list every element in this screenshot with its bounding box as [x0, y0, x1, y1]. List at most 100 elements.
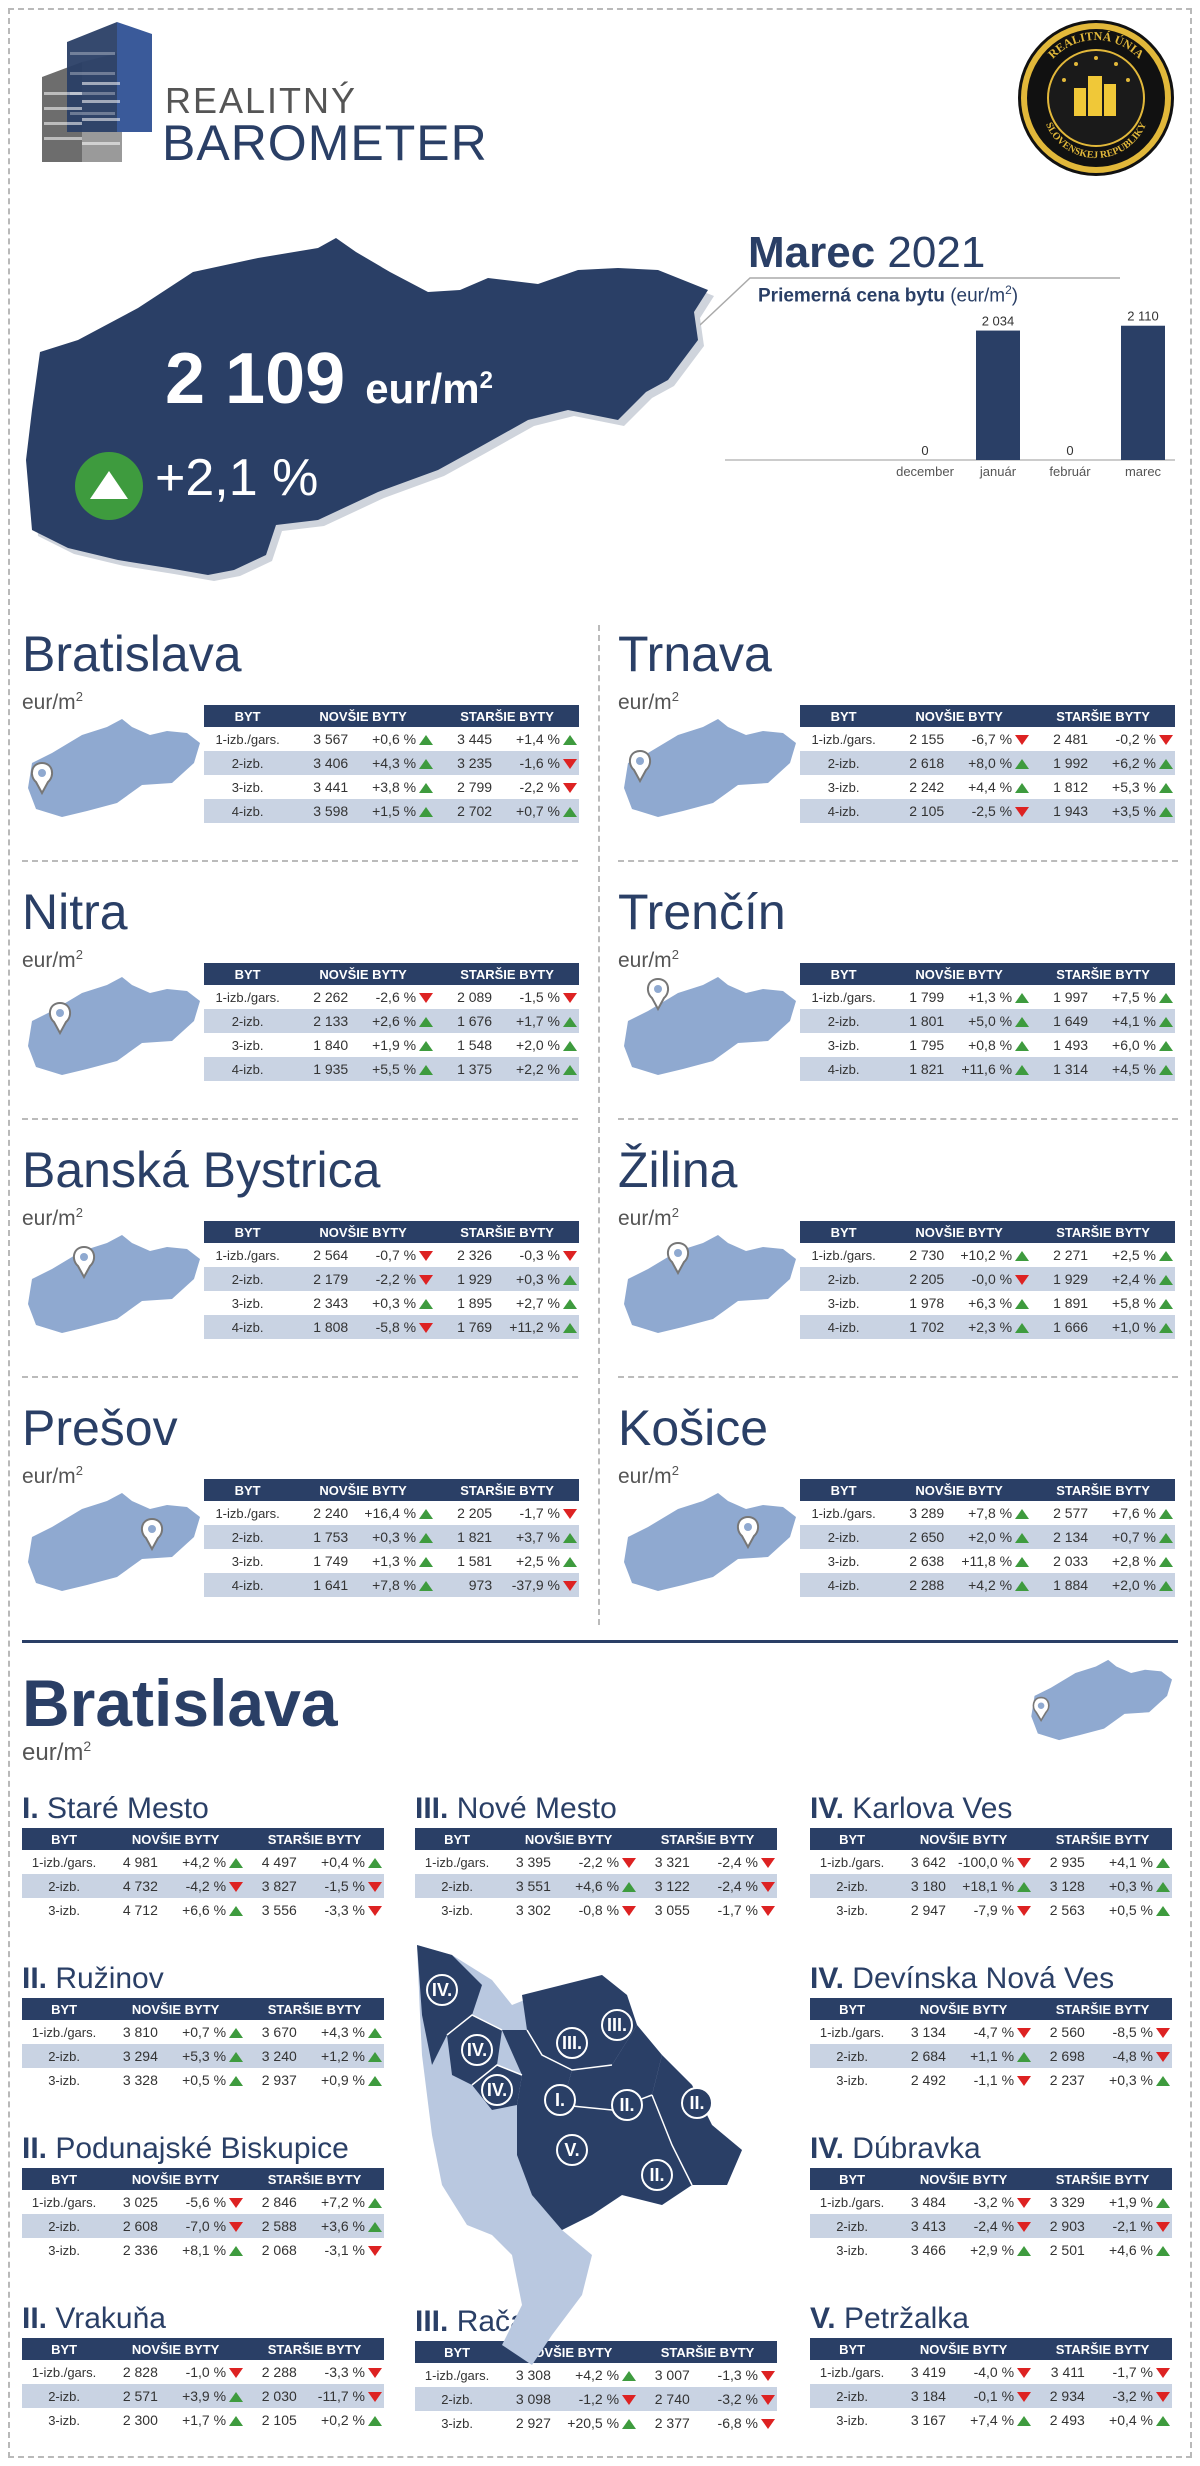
table-row: 3-izb. 1 978 +6,3 % 1 891 +5,8 %	[800, 1291, 1175, 1315]
table-row: 3-izb. 1 749 +1,3 % 1 581 +2,5 %	[204, 1549, 579, 1573]
change-cell: +11,2 %	[496, 1315, 579, 1339]
logo-buildings-icon	[42, 22, 152, 162]
table-cell: 3-izb.	[48, 1902, 80, 1918]
change-cell: +4,6 %	[553, 1874, 639, 1898]
arrow-up-icon	[419, 1065, 434, 1076]
location-pin-icon	[666, 1241, 690, 1276]
table-row: 1-izb./gars. 1 799 +1,3 % 1 997 +7,5 %	[800, 985, 1175, 1009]
table-cell: 1 929	[1031, 1267, 1093, 1291]
table-row: 3-izb. 2 638 +11,8 % 2 033 +2,8 %	[800, 1549, 1175, 1573]
table-cell: 3 395	[515, 1854, 551, 1870]
arrow-down-icon	[419, 993, 434, 1004]
change-cell: -1,0 %	[161, 2360, 245, 2384]
change-cell: +1,3 %	[352, 1549, 435, 1573]
column-header: STARŠIE BYTY	[245, 2168, 384, 2190]
arrow-down-icon	[1017, 2076, 1032, 2087]
table-cell: 1 992	[1031, 751, 1093, 775]
arrow-up-icon	[1159, 1557, 1173, 1568]
arrow-up-icon	[419, 735, 434, 746]
table-cell: 2 271	[1053, 1247, 1089, 1263]
change-cell: +1,4 %	[496, 727, 579, 751]
change-cell: +8,1 %	[161, 2238, 245, 2262]
national-price: 2 109 eur/m2	[165, 339, 493, 419]
divider	[22, 860, 578, 862]
change-cell: -1,1 %	[949, 2068, 1033, 2092]
table-cell: 2 155	[909, 731, 945, 747]
column-header: STARŠIE BYTY	[1031, 1221, 1175, 1243]
table-cell: 1 929	[435, 1267, 497, 1291]
table-cell: 3-izb.	[441, 2415, 473, 2431]
column-header: NOVŠIE BYTY	[106, 1828, 246, 1850]
arrow-up-icon	[419, 759, 434, 770]
arrow-up-icon	[419, 1533, 434, 1544]
change-cell: +5,3 %	[1092, 775, 1175, 799]
column-header: STARŠIE BYTY	[1033, 1998, 1172, 2020]
table-cell: 2 336	[122, 2242, 158, 2258]
column-header: NOVŠIE BYTY	[106, 2338, 246, 2360]
change-cell: +7,8 %	[948, 1501, 1031, 1525]
district-block: IV. Karlova Ves BYT NOVŠIE BYTY STARŠIE BYT…	[810, 1790, 1172, 1922]
arrow-down-icon	[1156, 2368, 1170, 2379]
region-unit: eur/m2	[22, 1205, 83, 1230]
table-cell: 2-izb.	[810, 2384, 895, 2408]
district-block: II. Ružinov BYT NOVŠIE BYTY STARŠIE BYTY 1-i…	[22, 1960, 384, 2092]
arrow-down-icon	[1017, 2368, 1032, 2379]
price-table: BYT NOVŠIE BYTY STARŠIE BYTY 1-izb./gars. 2 …	[800, 705, 1175, 823]
change-cell: -2,4 %	[693, 1850, 777, 1874]
change-cell: -1,2 %	[553, 2387, 639, 2411]
district-name: IV. Karlova Ves	[810, 1792, 1013, 1825]
change-cell: -4,2 %	[160, 1874, 246, 1898]
table-cell: 4-izb.	[800, 1573, 888, 1597]
price-table: BYT NOVŠIE BYTY STARŠIE BYTY 1-izb./gars. 3 …	[810, 1998, 1172, 2092]
table-cell: 2 300	[122, 2412, 158, 2428]
arrow-up-icon	[368, 1858, 382, 1869]
divider	[618, 860, 1178, 862]
arrow-down-icon	[1156, 2222, 1170, 2233]
table-cell: 2 033	[1053, 1553, 1089, 1569]
arrow-up-icon	[368, 2416, 382, 2427]
table-cell: 2 730	[909, 1247, 945, 1263]
table-cell: 2 493	[1049, 2412, 1085, 2428]
column-header: BYT	[800, 963, 888, 985]
table-cell: 1-izb./gars.	[31, 2024, 97, 2040]
arrow-down-icon	[563, 1509, 577, 1520]
table-cell: 1 884	[1031, 1573, 1093, 1597]
change-cell: +3,7 %	[496, 1525, 579, 1549]
region-name: Trenčín	[618, 884, 786, 940]
price-table: BYT NOVŠIE BYTY STARŠIE BYTY 1-izb./gars. 2 …	[204, 1479, 579, 1597]
table-cell: 2 240	[313, 1505, 349, 1521]
table-row: 1-izb./gars. 3 484 -3,2 % 3 329 +1,9 %	[810, 2190, 1172, 2214]
month-title: Marec 2021	[748, 228, 986, 277]
bratislava-unit: eur/m2	[22, 1738, 92, 1766]
arrow-up-icon	[419, 783, 434, 794]
table-row: 2-izb. 3 294 +5,3 % 3 240 +1,2 %	[22, 2044, 384, 2068]
table-cell: 2-izb.	[22, 2384, 107, 2408]
arrow-up-icon	[563, 1041, 577, 1052]
arrow-up-icon	[1017, 2052, 1032, 2063]
change-cell: +0,5 %	[161, 2068, 245, 2092]
table-cell: 3 098	[499, 2387, 554, 2411]
change-cell: -6,7 %	[948, 727, 1031, 751]
table-row: 3-izb. 2 336 +8,1 % 2 068 -3,1 %	[22, 2238, 384, 2262]
district-block: III. Nové Mesto BYT NOVŠIE BYTY STARŠIE BYT…	[415, 1790, 777, 1922]
column-header: STARŠIE BYTY	[435, 1221, 579, 1243]
change-cell: -0,8 %	[554, 1898, 638, 1922]
table-row: 2-izb. 2 608 -7,0 % 2 588 +3,6 %	[22, 2214, 384, 2238]
arrow-up-icon	[1159, 1299, 1173, 1310]
change-cell: +2,5 %	[1092, 1243, 1175, 1267]
map-label: IV.	[481, 2074, 513, 2106]
arrow-down-icon	[1017, 1906, 1032, 1917]
table-cell: 2-izb.	[415, 1874, 500, 1898]
table-cell: 1 581	[457, 1553, 493, 1569]
region-unit: eur/m2	[618, 1463, 679, 1488]
table-cell: 1 821	[887, 1057, 949, 1081]
table-cell: 3-izb.	[836, 2242, 868, 2258]
table-cell: 1 493	[1053, 1037, 1089, 1053]
column-header: NOVŠIE BYTY	[887, 1221, 1032, 1243]
map-label: III.	[601, 2009, 633, 2041]
change-cell: -3,3 %	[300, 2360, 384, 2384]
change-cell: +4,2 %	[948, 1573, 1032, 1597]
table-row: 3-izb. 2 947 -7,9 % 2 563 +0,5 %	[810, 1898, 1172, 1922]
arrow-down-icon	[563, 759, 577, 770]
arrow-up-icon	[1159, 1017, 1173, 1028]
